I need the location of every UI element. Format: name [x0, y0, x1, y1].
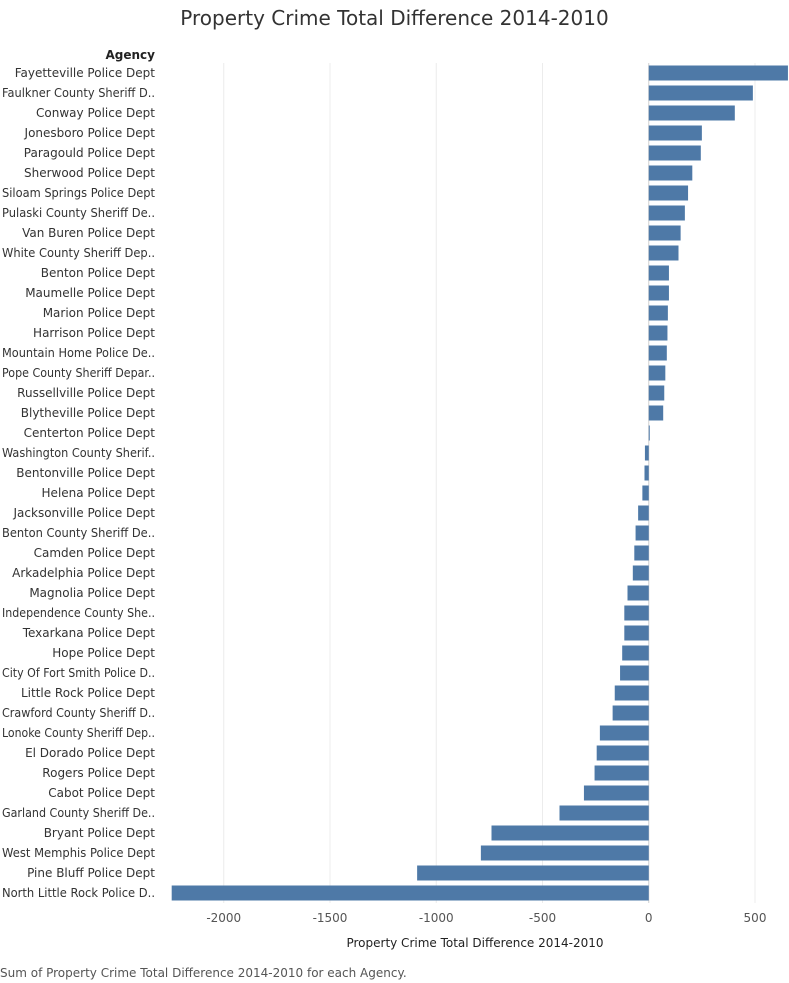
bar[interactable]	[648, 365, 666, 381]
bar[interactable]	[583, 785, 649, 801]
category-label: Rogers Police Dept	[42, 766, 155, 780]
category-label: Helena Police Dept	[42, 486, 156, 500]
category-label: Benton County Sheriff De..	[2, 526, 155, 540]
category-label: Benton Police Dept	[41, 266, 156, 280]
bar[interactable]	[480, 845, 649, 861]
category-label: Maumelle Police Dept	[25, 286, 155, 300]
bar[interactable]	[599, 725, 649, 741]
category-label: Conway Police Dept	[36, 106, 155, 120]
category-label: Siloam Springs Police Dept	[2, 186, 155, 200]
x-axis-ticks: -2000 -1500 -1000 -500 0 500	[206, 911, 766, 925]
x-tick-label: -500	[529, 911, 556, 925]
bar[interactable]	[642, 485, 649, 501]
category-label: El Dorado Police Dept	[25, 746, 155, 760]
bar[interactable]	[648, 265, 669, 281]
row-header: Agency	[106, 48, 156, 62]
bar[interactable]	[624, 625, 649, 641]
bar[interactable]	[648, 245, 679, 261]
category-label: Marion Police Dept	[43, 306, 156, 320]
bar[interactable]	[648, 65, 788, 81]
bar[interactable]	[648, 405, 664, 421]
category-labels: Fayetteville Police Dept Faulkner County …	[2, 66, 155, 900]
x-tick-label: 500	[744, 911, 767, 925]
category-label: Van Buren Police Dept	[22, 226, 155, 240]
category-label: Little Rock Police Dept	[21, 686, 155, 700]
bar[interactable]	[417, 865, 649, 881]
bar[interactable]	[622, 645, 649, 661]
category-label: Washington County Sherif..	[2, 446, 155, 460]
bar[interactable]	[627, 585, 649, 601]
bar[interactable]	[491, 825, 649, 841]
bar[interactable]	[644, 465, 649, 481]
gridlines	[223, 63, 756, 903]
chart-title: Property Crime Total Difference 2014-201…	[180, 6, 609, 30]
x-axis-label: Property Crime Total Difference 2014-201…	[346, 936, 603, 950]
bar[interactable]	[648, 305, 668, 321]
category-label: Harrison Police Dept	[33, 326, 155, 340]
category-label: Paragould Police Dept	[24, 146, 156, 160]
category-label: Garland County Sheriff De..	[2, 806, 155, 820]
category-label: Texarkana Police Dept	[22, 626, 156, 640]
bar[interactable]	[624, 605, 649, 621]
bar[interactable]	[648, 285, 669, 301]
category-label: Arkadelphia Police Dept	[12, 566, 155, 580]
category-label: Sherwood Police Dept	[24, 166, 155, 180]
bar[interactable]	[634, 545, 649, 561]
category-label: West Memphis Police Dept	[2, 846, 155, 860]
category-label: Faulkner County Sheriff D..	[2, 86, 155, 100]
x-tick-label: -2000	[206, 911, 241, 925]
bar[interactable]	[632, 565, 649, 581]
bar[interactable]	[648, 145, 701, 161]
category-label: Pope County Sheriff Depar..	[2, 366, 155, 380]
category-label: Hope Police Dept	[52, 646, 155, 660]
bars	[171, 65, 788, 901]
x-tick-label: -1500	[313, 911, 348, 925]
category-label: Crawford County Sheriff D..	[2, 706, 155, 720]
category-label: Bentonville Police Dept	[16, 466, 155, 480]
bar[interactable]	[612, 705, 649, 721]
category-label: Bryant Police Dept	[44, 826, 156, 840]
category-label: North Little Rock Police D..	[2, 886, 155, 900]
bar[interactable]	[559, 805, 649, 821]
bar[interactable]	[648, 425, 650, 441]
x-tick-label: 0	[645, 911, 653, 925]
bar[interactable]	[614, 685, 649, 701]
x-tick-label: -1000	[419, 911, 454, 925]
category-label: Russellville Police Dept	[17, 386, 155, 400]
bar[interactable]	[648, 325, 668, 341]
category-label: Magnolia Police Dept	[29, 586, 155, 600]
category-label: White County Sheriff Dep..	[2, 246, 155, 260]
bar[interactable]	[596, 745, 649, 761]
category-label: Jonesboro Police Dept	[24, 126, 156, 140]
bar[interactable]	[620, 665, 649, 681]
category-label: City Of Fort Smith Police D..	[2, 666, 155, 680]
bar[interactable]	[594, 765, 649, 781]
bar[interactable]	[638, 505, 649, 521]
bar[interactable]	[648, 205, 685, 221]
category-label: Lonoke County Sheriff Dep..	[2, 726, 155, 740]
bar[interactable]	[648, 185, 689, 201]
category-label: Fayetteville Police Dept	[15, 66, 156, 80]
bar[interactable]	[648, 105, 735, 121]
bar[interactable]	[648, 385, 665, 401]
category-label: Centerton Police Dept	[24, 426, 156, 440]
footnote: Sum of Property Crime Total Difference 2…	[0, 966, 407, 980]
category-label: Pine Bluff Police Dept	[27, 866, 155, 880]
bar[interactable]	[171, 885, 649, 901]
category-label: Camden Police Dept	[34, 546, 156, 560]
category-label: Cabot Police Dept	[48, 786, 155, 800]
category-label: Pulaski County Sheriff De..	[2, 206, 155, 220]
bar[interactable]	[648, 125, 702, 141]
bar[interactable]	[635, 525, 649, 541]
bar[interactable]	[648, 225, 681, 241]
category-label: Mountain Home Police De..	[2, 346, 155, 360]
category-label: Jacksonville Police Dept	[13, 506, 156, 520]
bar[interactable]	[648, 85, 753, 101]
category-label: Independence County She..	[2, 606, 155, 620]
bar[interactable]	[648, 345, 667, 361]
bar[interactable]	[644, 445, 649, 461]
category-label: Blytheville Police Dept	[21, 406, 156, 420]
bar[interactable]	[648, 165, 693, 181]
